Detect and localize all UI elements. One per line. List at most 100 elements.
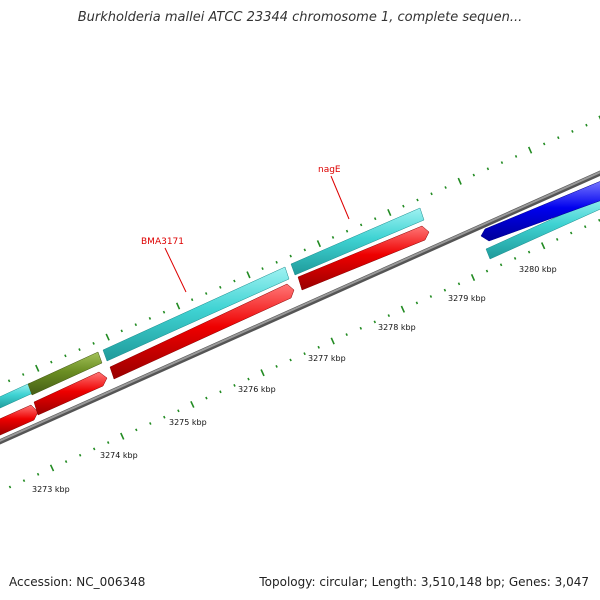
minor-tick xyxy=(430,192,433,196)
gene-reverse[interactable] xyxy=(480,181,600,242)
minor-tick xyxy=(303,352,306,356)
minor-tick xyxy=(233,383,236,387)
accession-text: Accession: NC_006348 xyxy=(9,575,146,589)
cds-feature[interactable] xyxy=(290,207,425,276)
minor-tick xyxy=(303,248,307,252)
olive-feature[interactable] xyxy=(27,351,103,396)
minor-tick xyxy=(190,298,194,302)
gene-forward[interactable] xyxy=(33,371,108,416)
minor-tick xyxy=(555,237,559,241)
minor-tick xyxy=(92,447,96,451)
minor-tick xyxy=(21,373,25,376)
minor-tick xyxy=(177,409,180,413)
minor-tick xyxy=(345,333,348,337)
major-tick xyxy=(457,177,462,185)
minor-tick xyxy=(275,364,278,368)
major-tick xyxy=(470,273,476,282)
major-tick xyxy=(316,240,322,248)
minor-tick xyxy=(571,129,574,133)
minor-tick xyxy=(583,225,587,229)
minor-tick xyxy=(205,396,208,400)
major-tick xyxy=(387,208,392,217)
minor-tick xyxy=(219,390,222,394)
major-tick xyxy=(105,333,110,341)
minor-tick xyxy=(261,267,264,271)
scale-label: 3279 kbp xyxy=(448,294,486,303)
minor-tick xyxy=(135,428,138,432)
minor-tick xyxy=(36,472,40,476)
major-tick xyxy=(246,271,251,279)
minor-tick xyxy=(317,345,320,349)
minor-tick xyxy=(289,254,292,258)
minor-tick xyxy=(64,460,68,464)
minor-tick xyxy=(275,260,278,264)
minor-tick xyxy=(345,229,349,233)
minor-tick xyxy=(429,295,433,298)
minor-tick xyxy=(443,288,447,292)
minor-tick xyxy=(499,263,503,267)
minor-tick xyxy=(148,316,152,320)
minor-tick xyxy=(78,348,81,352)
minor-tick xyxy=(387,314,391,318)
scale-label: 3275 kbp xyxy=(169,418,207,427)
minor-tick xyxy=(149,422,152,425)
chromosome-backbone xyxy=(0,170,600,445)
outer-tick-track xyxy=(7,115,600,383)
gene-label-text: BMA3171 xyxy=(141,237,184,247)
minor-tick xyxy=(359,223,363,227)
minor-tick xyxy=(162,310,166,314)
minor-tick xyxy=(120,329,123,333)
minor-tick xyxy=(289,358,292,362)
scale-label: 3277 kbp xyxy=(308,354,346,363)
minor-tick xyxy=(106,441,110,444)
minor-tick xyxy=(331,235,335,239)
minor-tick xyxy=(64,354,67,358)
cds-feature[interactable] xyxy=(0,382,34,409)
minor-tick xyxy=(415,301,419,305)
minor-tick xyxy=(513,256,517,260)
major-tick xyxy=(527,146,533,154)
scale-label: 3273 kbp xyxy=(32,485,70,494)
minor-tick xyxy=(500,161,504,165)
minor-tick xyxy=(92,341,95,345)
major-tick xyxy=(540,242,546,250)
minor-tick xyxy=(78,453,82,457)
minor-tick xyxy=(457,282,461,286)
minor-tick xyxy=(22,479,26,483)
minor-tick xyxy=(486,167,490,171)
minor-tick xyxy=(233,279,236,283)
scale-label: 3276 kbp xyxy=(238,385,276,394)
minor-tick xyxy=(569,231,573,235)
minor-tick xyxy=(542,142,546,146)
minor-tick xyxy=(472,173,476,177)
major-tick xyxy=(400,305,406,313)
minor-tick xyxy=(585,123,588,127)
cds-feature[interactable] xyxy=(102,266,290,362)
feature-track xyxy=(0,181,600,436)
major-tick xyxy=(49,464,55,472)
gene-forward[interactable] xyxy=(297,225,430,291)
gene-label-bma3171[interactable]: BMA3171 xyxy=(141,237,187,293)
minor-tick xyxy=(134,323,138,327)
gene-forward[interactable] xyxy=(0,404,39,436)
major-tick xyxy=(190,400,195,408)
minor-tick xyxy=(247,377,250,381)
map-title: Burkholderia mallei ATCC 23344 chromosom… xyxy=(77,10,523,25)
minor-tick xyxy=(444,186,447,189)
minor-tick xyxy=(557,136,560,140)
major-tick xyxy=(260,369,265,377)
minor-tick xyxy=(219,285,222,289)
minor-tick xyxy=(373,320,377,324)
gene-forward[interactable] xyxy=(109,283,295,380)
gene-label-nage[interactable]: nagE xyxy=(318,165,350,220)
major-tick xyxy=(330,337,335,345)
gene-label-text: nagE xyxy=(318,165,341,175)
minor-tick xyxy=(7,379,11,383)
minor-tick xyxy=(163,415,166,419)
major-tick xyxy=(175,302,181,310)
minor-tick xyxy=(373,217,377,221)
minor-tick xyxy=(50,360,53,364)
minor-tick xyxy=(485,269,489,273)
scale-tick-track xyxy=(8,218,600,489)
